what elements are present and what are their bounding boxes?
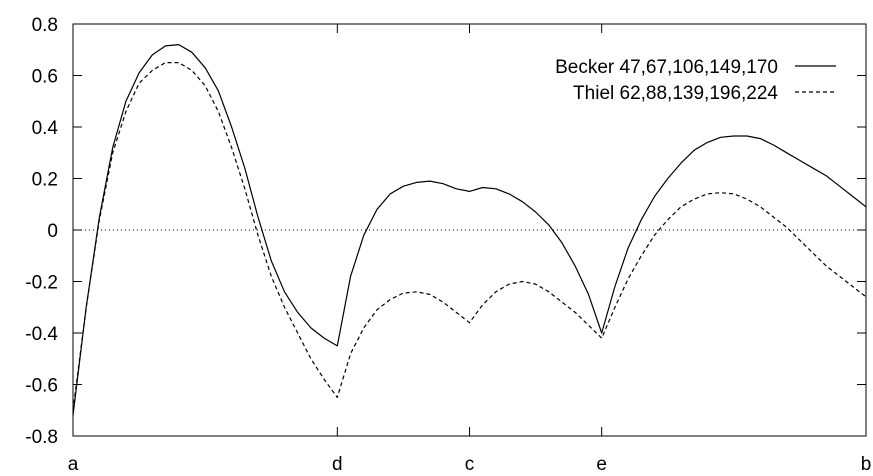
y-tick-label: 0.8 — [32, 15, 58, 36]
y-tick-label: 0.4 — [32, 118, 59, 139]
y-tick-label: -0.8 — [25, 427, 58, 448]
series-layer — [72, 44, 867, 416]
series-line-becker — [72, 44, 867, 416]
series-line-thiel — [72, 62, 867, 411]
tick-labels: 0.8 0.6 0.4 0.2 0 -0.2 -0.4 -0.6 -0.8 a d c e b — [25, 15, 871, 475]
y-tick-label: 0 — [47, 221, 58, 242]
legend: Becker 47,67,106,149,170 Thiel 62,88,139,… — [555, 57, 836, 104]
x-tick-label: b — [861, 454, 872, 475]
x-tick-label: c — [465, 454, 475, 475]
legend-label-thiel: Thiel 62,88,139,196,224 — [573, 83, 778, 104]
y-tick-label: -0.4 — [25, 324, 58, 345]
x-tick-label: a — [68, 454, 79, 475]
y-tick-label: 0.2 — [32, 170, 58, 191]
y-tick-label: 0.6 — [32, 67, 58, 88]
y-tick-label: -0.6 — [25, 376, 58, 397]
legend-label-becker: Becker 47,67,106,149,170 — [555, 57, 778, 78]
x-tick-label: d — [332, 454, 343, 475]
x-tick-label: e — [596, 454, 607, 475]
y-tick-label: -0.2 — [25, 273, 58, 294]
